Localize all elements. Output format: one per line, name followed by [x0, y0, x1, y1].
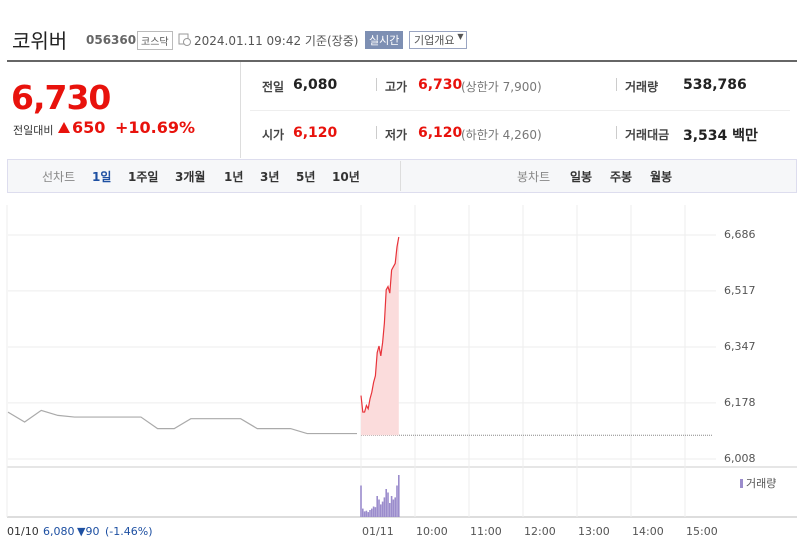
x-tick-label: 01/11: [362, 525, 394, 538]
field-value: 3,534 백만: [683, 128, 758, 144]
prev-rate: (-1.46%): [105, 525, 153, 538]
volume-bar: [376, 496, 378, 517]
field-note: (하한가 4,260): [461, 128, 542, 142]
field-label: 시가: [262, 128, 285, 142]
y-tick-label: 6,008: [724, 452, 756, 465]
up-icon: [58, 122, 70, 133]
y-tick-label: 6,517: [724, 284, 756, 297]
divider: [250, 110, 790, 111]
period-tab[interactable]: 5년: [296, 170, 316, 184]
divider: [240, 62, 241, 158]
stock-name: 코위버: [12, 29, 68, 53]
tab-group-label: 봉차트: [517, 170, 551, 184]
tab-bar: [7, 159, 797, 193]
volume-bar: [383, 497, 386, 517]
field-label: 고가: [385, 80, 408, 94]
candle-tab[interactable]: 월봉: [650, 170, 673, 184]
field-note: (상한가 7,900): [461, 80, 542, 94]
volume-bar: [398, 475, 400, 517]
x-tick-label: 14:00: [632, 525, 664, 538]
field-label: 거래량: [625, 80, 659, 94]
field-value: 6,080: [293, 77, 338, 93]
period-tab[interactable]: 3년: [260, 170, 280, 184]
prev-close: 6,080: [43, 525, 75, 538]
caret: ▼: [457, 32, 464, 41]
period-tab[interactable]: 1년: [224, 170, 244, 184]
separator: [616, 78, 617, 91]
period-tab[interactable]: 10년: [332, 170, 360, 184]
volume-bar: [392, 499, 395, 517]
volume-bar: [380, 504, 382, 517]
area: [361, 236, 399, 436]
field-value: 538,786: [683, 77, 747, 93]
prev-date: 01/10: [7, 525, 39, 538]
volume-bar: [374, 507, 377, 517]
volume-bar: [371, 508, 373, 517]
market-badge: 코스닥: [137, 31, 173, 50]
legend-label: 거래량: [746, 477, 776, 490]
price: 6,730: [11, 78, 111, 117]
change: 650: [72, 118, 106, 137]
candle-tab[interactable]: 일봉: [570, 170, 593, 184]
separator: [616, 126, 617, 139]
volume-bar: [394, 497, 396, 517]
y-tick-label: 6,178: [724, 396, 756, 409]
price-line: [360, 236, 400, 413]
field-value: 6,120: [293, 125, 338, 141]
candle-tab[interactable]: 주봉: [610, 170, 633, 184]
x-tick-label: 13:00: [578, 525, 610, 538]
x-tick-label: 11:00: [470, 525, 502, 538]
field-value: 6,120: [418, 125, 463, 141]
clock-icon: [178, 33, 191, 46]
volume-bar: [385, 489, 387, 517]
divider: [400, 161, 401, 191]
volume-bar: [381, 501, 384, 517]
period-tab[interactable]: 1주일: [128, 170, 159, 184]
volume-bar: [367, 512, 369, 517]
change-rate: +10.69%: [115, 118, 196, 137]
volume-bar: [363, 511, 366, 517]
company-button[interactable]: 기업개요 ▼: [409, 31, 468, 49]
tab-group-label: 선차트: [42, 170, 76, 184]
volume-bar: [365, 510, 368, 517]
field-label: 전일: [262, 80, 285, 94]
company-button-label: 기업개요: [414, 34, 455, 47]
volume-bar: [396, 485, 398, 517]
volume-bar: [387, 492, 389, 517]
volume-bar: [369, 510, 371, 517]
stock-code: 056360: [86, 33, 137, 47]
datetime: 2024.01.11 09:42 기준(장중): [194, 34, 359, 48]
volume-bar: [390, 496, 393, 517]
legend-swatch: [740, 479, 743, 488]
volume-bar: [378, 499, 380, 517]
y-tick-label: 6,347: [724, 340, 756, 353]
field-value: 6,730: [418, 77, 463, 93]
period-tab[interactable]: 3개월: [175, 170, 206, 184]
x-tick-label: 12:00: [524, 525, 556, 538]
change-label: 전일대비: [13, 124, 54, 137]
volume-bar: [389, 503, 391, 517]
separator: [376, 78, 377, 91]
realtime-badge[interactable]: 실시간: [365, 31, 404, 49]
volume-bar: [372, 506, 375, 517]
field-label: 저가: [385, 128, 408, 142]
y-tick-label: 6,686: [724, 228, 756, 241]
volume-bar: [360, 485, 362, 517]
price-line: [7, 409, 357, 435]
volume-bar: [362, 508, 364, 517]
period-tab[interactable]: 1일: [92, 170, 112, 184]
prev-change: ▼90: [77, 525, 100, 538]
separator: [376, 126, 377, 139]
field-label: 거래대금: [625, 128, 670, 142]
x-tick-label: 15:00: [686, 525, 718, 538]
x-tick-label: 10:00: [416, 525, 448, 538]
